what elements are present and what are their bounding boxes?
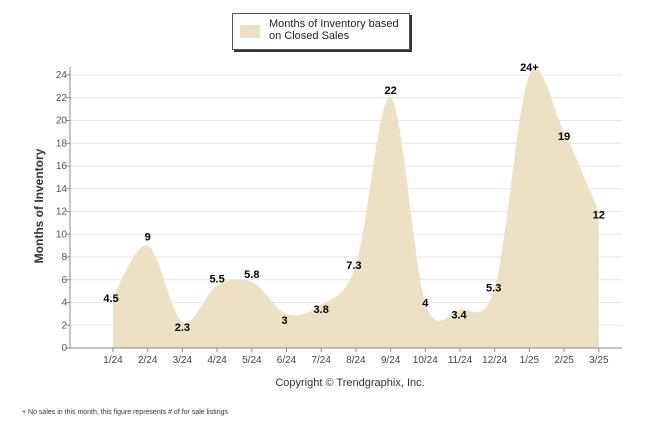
x-tick-label: 6/24 xyxy=(277,355,297,366)
x-tick-label: 8/24 xyxy=(346,355,366,366)
data-label: 19 xyxy=(558,131,570,143)
data-label: 2.3 xyxy=(175,322,190,334)
x-tick-label: 3/24 xyxy=(173,355,193,366)
y-tick-label: 10 xyxy=(56,229,68,240)
x-tick-label: 12/24 xyxy=(482,355,507,366)
x-tick-label: 1/25 xyxy=(520,355,540,366)
data-label: 3.4 xyxy=(451,309,467,321)
x-tick-label: 9/24 xyxy=(381,355,401,366)
x-tick-label: 4/24 xyxy=(207,355,227,366)
y-tick-label: 12 xyxy=(56,207,68,218)
data-label: 5.5 xyxy=(209,273,224,285)
y-tick-label: 0 xyxy=(61,343,67,354)
y-axis-title: Months of Inventory xyxy=(32,148,46,264)
data-label: 4.5 xyxy=(103,293,118,305)
y-tick-label: 4 xyxy=(61,298,67,309)
legend-swatch xyxy=(240,25,260,38)
data-label: 9 xyxy=(145,232,151,244)
x-tick-label: 2/24 xyxy=(138,355,158,366)
x-tick-label: 1/24 xyxy=(103,355,123,366)
footnote-text: + No sales in this month, this figure re… xyxy=(22,409,229,416)
data-label: 12 xyxy=(593,210,605,222)
y-tick-label: 6 xyxy=(61,275,67,286)
y-tick-label: 22 xyxy=(56,93,68,104)
area-series xyxy=(113,68,599,348)
x-tick-label: 3/25 xyxy=(589,355,609,366)
copyright-text: Copyright © Trendgraphix, Inc. xyxy=(275,377,425,389)
y-tick-label: 24 xyxy=(56,70,68,81)
data-label: 5.3 xyxy=(486,283,501,295)
y-tick-label: 16 xyxy=(56,161,68,172)
x-tick-label: 7/24 xyxy=(311,355,331,366)
y-tick-label: 14 xyxy=(56,184,68,195)
y-tick-label: 8 xyxy=(61,252,67,263)
data-label: 4 xyxy=(422,298,429,310)
legend: Months of Inventory based on Closed Sale… xyxy=(232,13,410,50)
data-label: 22 xyxy=(384,85,396,97)
y-tick-label: 18 xyxy=(56,138,68,149)
x-tick-label: 11/24 xyxy=(448,355,473,366)
data-label: 5.8 xyxy=(244,269,259,281)
y-tick-label: 2 xyxy=(61,320,67,331)
data-label: 24+ xyxy=(520,62,539,74)
legend-label: Months of Inventory based on Closed Sale… xyxy=(269,18,399,42)
x-tick-label: 5/24 xyxy=(242,355,262,366)
y-tick-label: 20 xyxy=(56,116,68,127)
x-tick-label: 10/24 xyxy=(413,355,438,366)
data-label: 3 xyxy=(281,315,287,327)
area-fill xyxy=(113,68,599,348)
data-label: 7.3 xyxy=(346,260,361,272)
data-labels: 4.5 9 2.3 5.5 5.8 3 3.8 7.3 22 4 3.4 5.3 24+ 19 12 xyxy=(103,62,605,334)
data-label: 3.8 xyxy=(314,304,329,316)
x-tick-label: 2/25 xyxy=(554,355,574,366)
